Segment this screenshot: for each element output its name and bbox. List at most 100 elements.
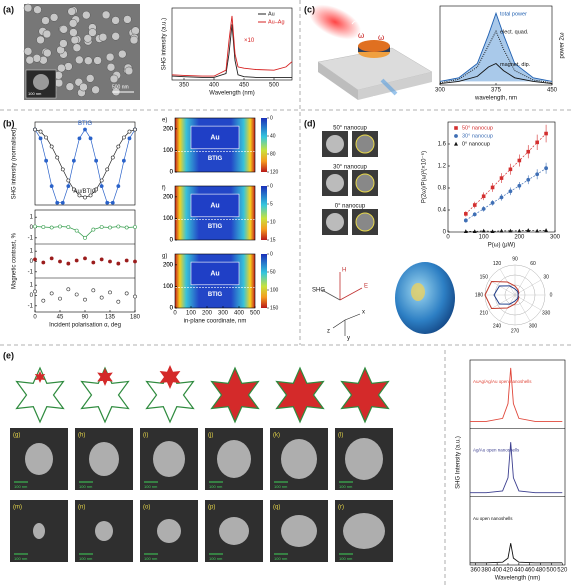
point <box>71 187 76 192</box>
x-tick-label: 520 <box>557 568 568 574</box>
theta-label: 30 <box>543 274 549 280</box>
sub-label: (n) <box>78 505 85 511</box>
plot-frame <box>174 253 256 309</box>
series-label: magnet. dip. <box>500 62 531 68</box>
colorbar-label: 0 <box>270 115 273 121</box>
y-tick-label: -1 <box>28 303 34 309</box>
y-axis-label: SHG Intensity (a.u.) <box>456 436 462 489</box>
point <box>60 200 65 205</box>
line <box>439 11 553 82</box>
point <box>49 291 54 296</box>
sem-particle <box>32 54 42 63</box>
subpanel-label: e) <box>162 118 167 124</box>
point <box>83 297 87 302</box>
point <box>99 257 104 262</box>
point <box>83 235 87 240</box>
nanoshell <box>89 442 119 476</box>
metal-block <box>190 193 240 218</box>
point <box>33 257 37 262</box>
sub-label: (g) <box>13 433 20 439</box>
legend-label: 0° nanocup <box>462 141 490 147</box>
y-tick-label: 0 <box>30 225 34 231</box>
sem-particle <box>82 10 91 20</box>
legend-label: Au <box>268 11 275 17</box>
axis-label: x <box>362 310 365 316</box>
point <box>49 184 54 189</box>
nanoshell <box>95 521 113 541</box>
nanoshell <box>217 440 251 478</box>
material-label: Au <box>210 134 219 141</box>
nanoshell <box>219 517 249 545</box>
theta-label: 210 <box>480 310 489 316</box>
point <box>99 178 104 183</box>
panel-label: (d) <box>304 118 316 128</box>
point <box>472 203 477 207</box>
colorbar <box>261 254 267 308</box>
point <box>74 258 79 263</box>
plot-frame <box>174 117 256 173</box>
y-tick-label: 100 <box>163 216 174 222</box>
subpanel-label: f) <box>162 186 166 192</box>
nanoshell <box>153 441 185 477</box>
x-tick-label: 440 <box>514 568 525 574</box>
point <box>116 299 121 304</box>
line <box>439 62 553 85</box>
polar-line <box>493 285 519 305</box>
x-tick-label: 400 <box>492 568 503 574</box>
point <box>472 229 477 234</box>
sem-particle <box>109 74 119 84</box>
colorbar <box>261 186 267 240</box>
axis-arrow <box>321 289 341 301</box>
nanoshell <box>345 438 383 480</box>
y-tick-label: -1 <box>28 269 34 275</box>
panel-label: (c) <box>304 4 315 14</box>
point <box>94 187 99 192</box>
sem-particle <box>83 34 93 43</box>
sem-particle <box>64 62 73 71</box>
sem-particle <box>57 63 66 73</box>
coordinate-sketch <box>321 272 363 336</box>
polar-spoke <box>488 294 516 311</box>
line <box>470 543 563 564</box>
scale-label: 100 nm <box>339 556 353 561</box>
point <box>83 256 87 261</box>
sem-particle <box>23 47 33 56</box>
metal-cap <box>34 371 46 383</box>
sub-label: (h) <box>78 433 85 439</box>
point <box>481 194 486 199</box>
point <box>108 290 112 295</box>
point <box>544 228 549 232</box>
nanocup <box>355 173 375 193</box>
point <box>33 289 37 294</box>
point <box>481 228 486 233</box>
nanoshell-images <box>10 365 393 562</box>
radiation-pattern <box>395 262 455 334</box>
y-tick-label: 0 <box>170 306 174 312</box>
series-label: elect. quad. <box>500 30 529 36</box>
sub-label: (l) <box>338 433 343 439</box>
point <box>66 225 71 229</box>
y-tick-label: 0 <box>30 259 34 265</box>
y-tick-label: 0 <box>170 170 174 176</box>
point <box>66 287 71 292</box>
sub-label: (j) <box>208 433 213 439</box>
point <box>133 259 137 264</box>
point <box>499 228 504 233</box>
line <box>171 15 293 77</box>
colorbar-label: 40 <box>270 133 276 139</box>
theta-label: 90 <box>512 256 518 262</box>
plot-frame <box>174 185 256 241</box>
sem-particle <box>49 13 59 22</box>
sem-particle <box>85 74 95 83</box>
point <box>94 158 99 163</box>
point <box>121 135 126 140</box>
theta-label: 120 <box>493 261 502 267</box>
point <box>116 224 121 229</box>
sem-particle <box>106 62 116 72</box>
point <box>58 296 62 301</box>
point <box>490 185 495 190</box>
point <box>127 136 132 141</box>
nanoshell-star <box>80 366 130 424</box>
x-tick-label: 450 <box>239 83 250 89</box>
point <box>91 260 96 265</box>
